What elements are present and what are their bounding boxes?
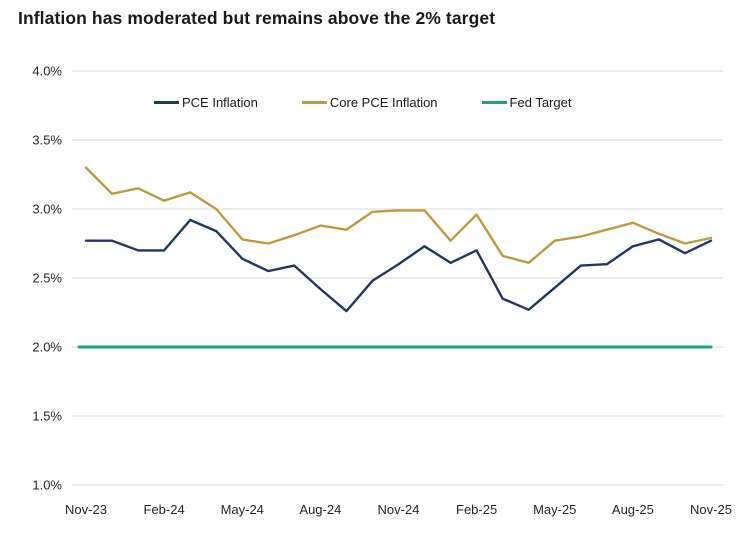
legend-label-core-pce-inflation: Core PCE Inflation [329, 95, 438, 110]
legend-label-fed-target: Fed Target [509, 95, 572, 110]
y-axis-tick-label: 2.5% [32, 271, 62, 286]
x-axis-tick-label: May-25 [533, 502, 576, 517]
chart-legend: PCE Inflation Core PCE Inflation Fed Tar… [154, 95, 571, 110]
x-axis-tick-label: Nov-24 [378, 502, 420, 517]
y-axis-tick-label: 4.0% [32, 64, 62, 79]
x-axis-tick-label: Aug-25 [612, 502, 654, 517]
x-axis-tick-label: Feb-24 [144, 502, 185, 517]
y-axis-tick-label: 1.0% [32, 478, 62, 493]
fed-target-line-swatch-icon [481, 101, 507, 104]
y-axis-tick-label: 3.5% [32, 133, 62, 148]
x-axis-tick-label: Nov-25 [690, 502, 732, 517]
pce-inflation-line-swatch-icon [154, 101, 179, 104]
x-axis-tick-label: Feb-25 [456, 502, 497, 517]
legend-label-pce-inflation: PCE Inflation [182, 95, 258, 110]
y-axis-tick-label: 1.5% [32, 409, 62, 424]
y-axis-tick-label: 3.0% [32, 202, 62, 217]
series-line-core-pce-inflation [84, 166, 713, 264]
y-axis-tick-label: 2.0% [32, 340, 62, 355]
chart-title: Inflation has moderated but remains abov… [18, 8, 496, 28]
x-axis-tick-label: Nov-23 [65, 502, 107, 517]
series-line-pce-inflation [84, 218, 713, 313]
core-pce-inflation-line-swatch-icon [301, 101, 327, 104]
legend-item-core-pce-inflation: Core PCE Inflation [301, 95, 438, 110]
x-axis-tick-label: Aug-24 [299, 502, 341, 517]
legend-item-pce-inflation: PCE Inflation [154, 95, 258, 110]
x-axis-tick-label: May-24 [221, 502, 264, 517]
legend-item-fed-target: Fed Target [481, 95, 572, 110]
